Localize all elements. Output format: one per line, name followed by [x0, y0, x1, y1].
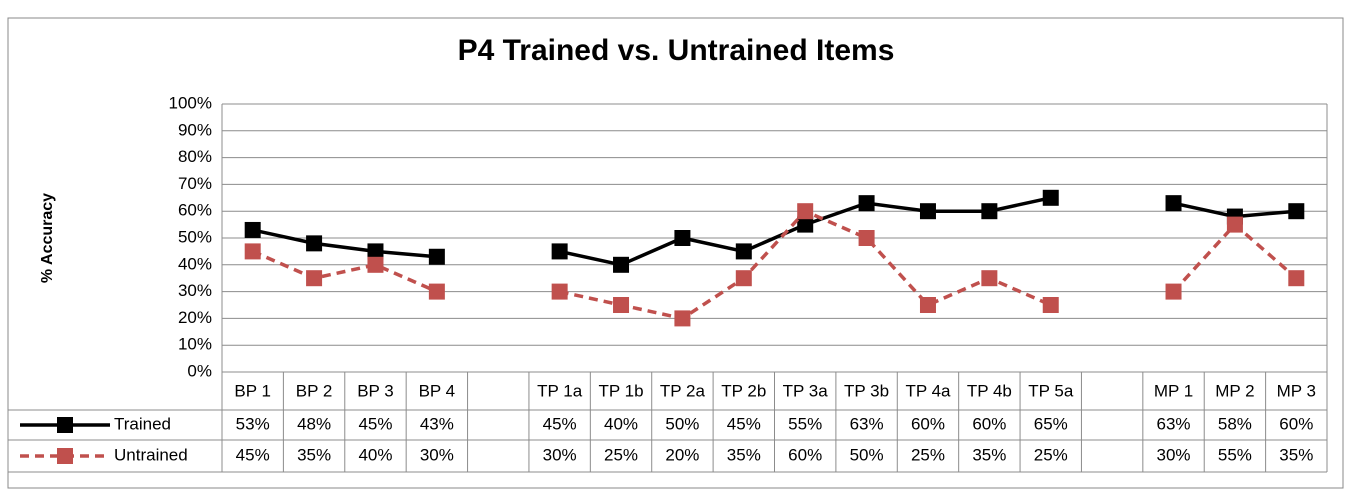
x-tick-label: BP 4 — [419, 381, 456, 400]
table-value: 50% — [665, 414, 699, 433]
marker — [735, 270, 752, 287]
marker — [797, 203, 814, 220]
marker — [244, 221, 261, 238]
table-value: 45% — [236, 445, 270, 464]
table-value: 63% — [850, 414, 884, 433]
y-tick-label: 80% — [178, 147, 212, 166]
table-value: 60% — [972, 414, 1006, 433]
table-value: 50% — [850, 445, 884, 464]
marker — [735, 243, 752, 260]
legend-marker — [57, 417, 73, 433]
legend-label: Trained — [114, 414, 171, 433]
marker — [551, 243, 568, 260]
x-tick-label: TP 3b — [844, 381, 889, 400]
marker — [981, 203, 998, 220]
table-value: 25% — [604, 445, 638, 464]
marker — [858, 230, 875, 246]
marker — [306, 235, 323, 252]
legend-label: Untrained — [114, 445, 188, 464]
table-value: 60% — [911, 414, 945, 433]
table-value: 30% — [420, 445, 454, 464]
y-tick-label: 90% — [178, 120, 212, 139]
x-tick-label: TP 2a — [660, 381, 706, 400]
marker — [1042, 189, 1059, 206]
table-value: 45% — [727, 414, 761, 433]
marker — [1165, 195, 1182, 212]
y-tick-label: 10% — [178, 335, 212, 354]
table-value: 55% — [788, 414, 822, 433]
marker — [919, 297, 936, 313]
y-tick-label: 30% — [178, 281, 212, 300]
marker — [797, 216, 814, 233]
marker — [367, 243, 384, 260]
marker — [919, 203, 936, 220]
chart-title: P4 Trained vs. Untrained Items — [458, 34, 895, 67]
x-tick-label: TP 2b — [721, 381, 766, 400]
table-value: 48% — [297, 414, 331, 433]
y-tick-label: 20% — [178, 308, 212, 327]
x-tick-label: TP 5a — [1028, 381, 1074, 400]
table-value: 30% — [543, 445, 577, 464]
x-tick-label: MP 1 — [1154, 381, 1193, 400]
table-value: 35% — [727, 445, 761, 464]
marker — [1288, 270, 1305, 287]
table-value: 40% — [358, 445, 392, 464]
table-value: 60% — [788, 445, 822, 464]
marker — [981, 270, 998, 287]
marker — [613, 297, 630, 313]
marker — [551, 283, 568, 300]
y-axis-label: % Accuracy — [39, 193, 56, 283]
marker — [428, 283, 445, 300]
table-value: 30% — [1157, 445, 1191, 464]
marker — [1042, 297, 1059, 313]
x-tick-label: MP 3 — [1277, 381, 1316, 400]
table-value: 35% — [1279, 445, 1313, 464]
marker — [1226, 216, 1243, 233]
x-tick-label: BP 2 — [296, 381, 333, 400]
marker — [306, 270, 323, 287]
table-value: 43% — [420, 414, 454, 433]
table-value: 25% — [911, 445, 945, 464]
table-value: 60% — [1279, 414, 1313, 433]
table-value: 63% — [1157, 414, 1191, 433]
table-value: 45% — [358, 414, 392, 433]
marker — [428, 248, 445, 265]
x-tick-label: MP 2 — [1215, 381, 1254, 400]
marker — [674, 230, 691, 246]
table-value: 20% — [665, 445, 699, 464]
table-value: 35% — [297, 445, 331, 464]
marker — [244, 243, 261, 260]
x-tick-label: TP 3a — [783, 381, 829, 400]
x-tick-label: TP 1a — [537, 381, 583, 400]
y-tick-label: 60% — [178, 201, 212, 220]
table-value: 55% — [1218, 445, 1252, 464]
table-value: 35% — [972, 445, 1006, 464]
x-tick-label: TP 4b — [967, 381, 1012, 400]
table-value: 58% — [1218, 414, 1252, 433]
legend-marker — [57, 448, 73, 464]
marker — [613, 256, 630, 273]
marker — [1288, 203, 1305, 220]
table-value: 25% — [1034, 445, 1068, 464]
x-tick-label: BP 1 — [234, 381, 271, 400]
marker — [367, 256, 384, 273]
marker — [858, 195, 875, 212]
marker — [1165, 283, 1182, 300]
table-value: 53% — [236, 414, 270, 433]
y-tick-label: 100% — [169, 93, 212, 112]
x-tick-label: TP 1b — [598, 381, 643, 400]
table-value: 40% — [604, 414, 638, 433]
y-tick-label: 50% — [178, 227, 212, 246]
x-tick-label: TP 4a — [905, 381, 951, 400]
marker — [674, 310, 691, 327]
y-tick-label: 40% — [178, 254, 212, 273]
table-value: 65% — [1034, 414, 1068, 433]
y-tick-label: 70% — [178, 174, 212, 193]
y-tick-label: 0% — [187, 361, 212, 380]
table-value: 45% — [543, 414, 577, 433]
x-tick-label: BP 3 — [357, 381, 394, 400]
